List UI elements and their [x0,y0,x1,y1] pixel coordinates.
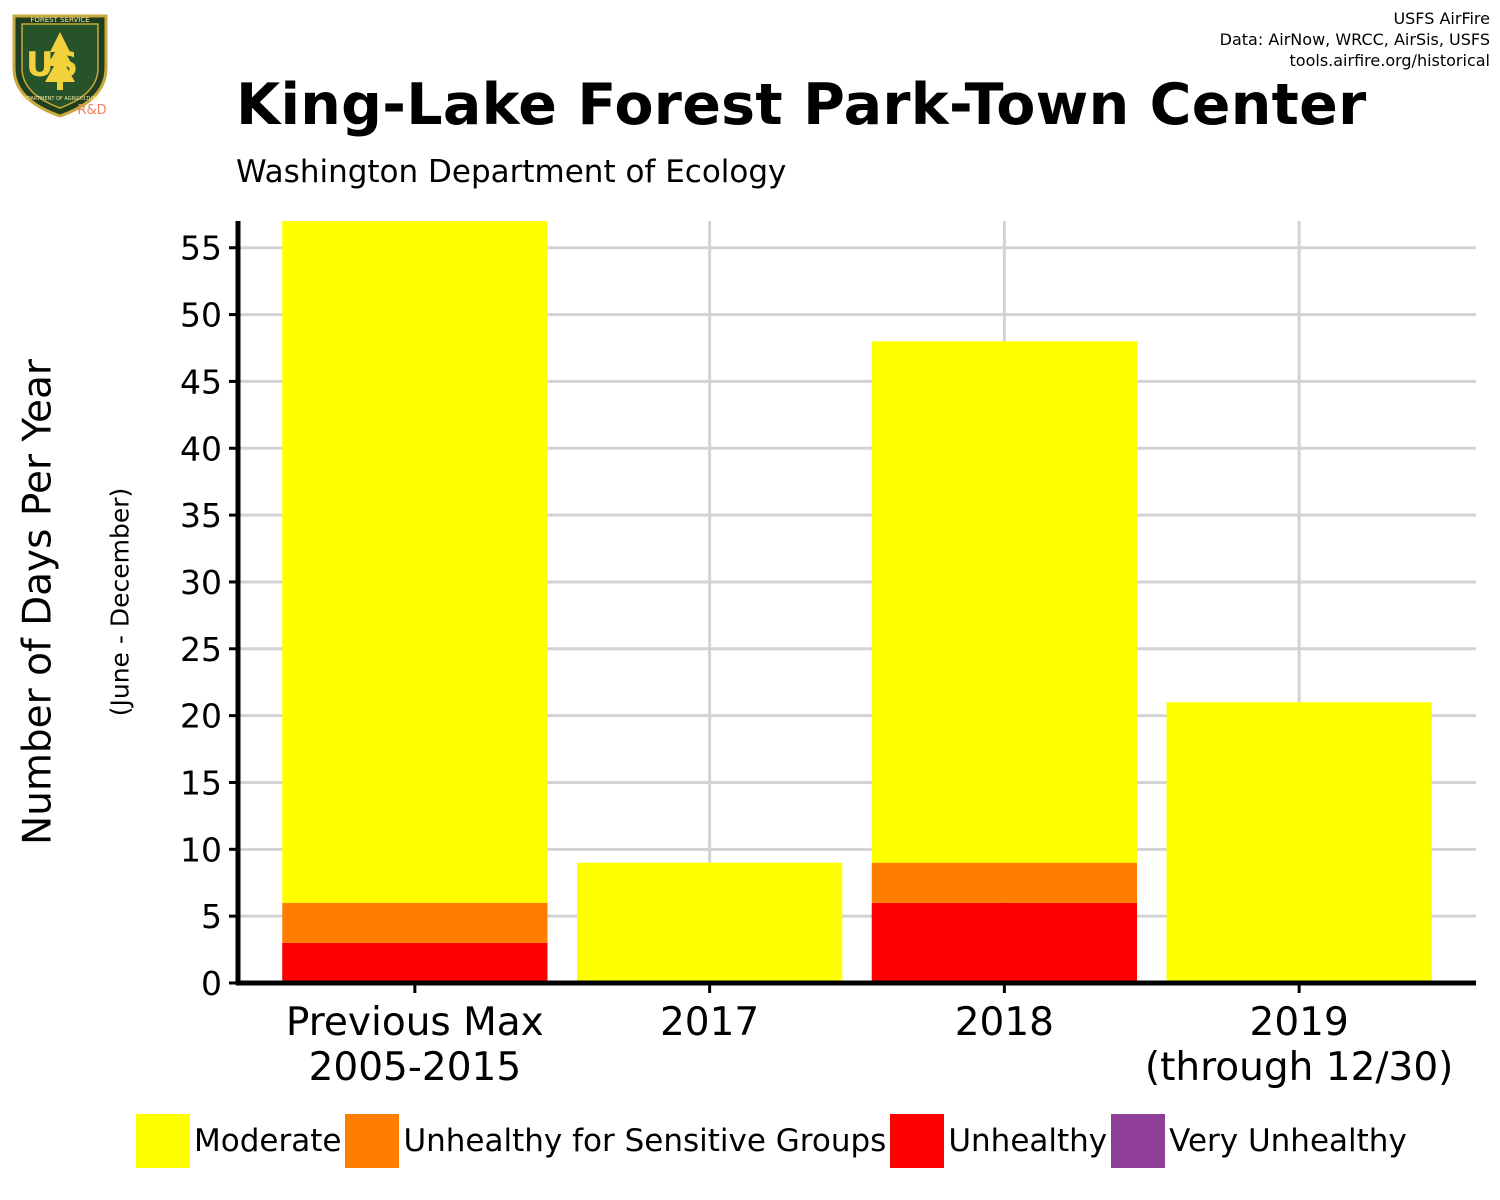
y-tick-label: 15 [180,763,222,802]
y-tick-label: 35 [180,496,222,535]
legend-label: Unhealthy for Sensitive Groups [403,1123,887,1159]
x-tick-label-line: 2017 [660,1000,759,1045]
credit-line: tools.airfire.org/historical [1289,51,1490,70]
legend-swatch [136,1114,190,1168]
y-tick-label: 30 [180,563,222,602]
logo-top-text: FOREST SERVICE [30,16,89,24]
legend-label: Unhealthy [948,1123,1108,1159]
forest-service-shield-icon: FOREST SERVICE US DEPARTMENT OF AGRICULT… [12,14,108,118]
bar-segment [282,942,548,983]
y-tick-label: 10 [180,830,222,869]
logo-rd-tag: R&D [77,103,106,118]
legend-item: Moderate [136,1114,341,1168]
credit-line: USFS AirFire [1393,9,1490,28]
chart-subtitle: Washington Department of Ecology [236,154,787,190]
forest-service-logo: FOREST SERVICE US DEPARTMENT OF AGRICULT… [8,8,112,120]
x-tick-label: 2018 [955,1000,1054,1045]
legend-item: Unhealthy for Sensitive Groups [345,1114,886,1168]
credits: USFS AirFire Data: AirNow, WRCC, AirSis,… [1220,8,1490,71]
bar-segment [282,221,548,903]
tree-icon [45,32,75,82]
bar-segment [1166,702,1432,983]
x-tick-label: 2017 [660,1000,759,1045]
logo-bottom-text: DEPARTMENT OF AGRICULTURE [21,96,99,102]
y-tick-label: 20 [180,697,222,736]
chart-legend: Moderate Unhealthy for Sensitive Groups Un… [136,1113,1411,1169]
bar-segment [871,341,1138,863]
chart-title: King-Lake Forest Park-Town Center [236,72,1367,138]
bar-segment [576,862,843,983]
y-tick-label: 55 [180,229,222,268]
y-tick-label: 0 [201,964,222,1003]
legend-item: Unhealthy [890,1114,1107,1168]
x-tick-label: 2019 (through 12/30) [1145,1000,1453,1090]
x-tick-label-line: 2019 [1250,1000,1349,1045]
bar-segment [871,862,1138,903]
legend-swatch [345,1114,400,1168]
legend-swatch [1111,1114,1166,1168]
y-tick-label: 50 [180,296,222,335]
y-tick-label: 40 [180,429,222,468]
legend-label: Very Unhealthy [1169,1123,1407,1159]
legend-label: Moderate [194,1123,342,1159]
y-tick-label: 5 [201,897,222,936]
legend-swatch [890,1114,945,1168]
credit-line: Data: AirNow, WRCC, AirSis, USFS [1219,30,1490,49]
x-tick-label-line: 2005-2015 [309,1045,522,1090]
x-tick-label-line: Previous Max [286,1000,544,1045]
y-tick-label: 25 [180,630,222,669]
x-tick-label: Previous Max 2005-2015 [286,1000,544,1090]
legend-item: Very Unhealthy [1111,1114,1407,1168]
x-tick-label-line: 2018 [955,1000,1054,1045]
bar-segment [871,902,1138,983]
y-tick-label: 45 [180,362,222,401]
bar-segment [282,902,548,943]
x-tick-label-line: (through 12/30) [1145,1045,1453,1090]
